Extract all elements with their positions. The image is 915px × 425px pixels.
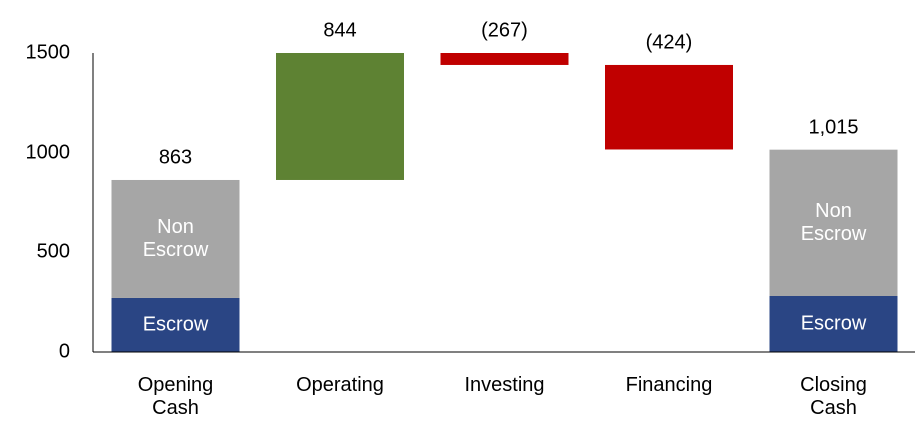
x-tick-label: Investing [464, 374, 545, 396]
bar [605, 64, 733, 150]
y-tick-label: 1500 [25, 41, 71, 64]
bar [276, 53, 404, 180]
segment-label: Escrow [800, 312, 867, 335]
x-tick-label: Opening Cash [137, 374, 214, 419]
x-tick-label: Financing [625, 374, 713, 396]
marks [111, 53, 898, 352]
y-tick-label: 500 [36, 240, 70, 263]
segment-label: Non Escrow [800, 199, 867, 245]
bar-segment [769, 149, 898, 296]
value-label: 863 [158, 146, 193, 169]
bar-segment [111, 297, 240, 352]
value-label: 844 [323, 19, 357, 42]
value-label: (424) [645, 31, 693, 54]
bar-segment [769, 295, 898, 352]
y-tick-label: 0 [58, 340, 70, 363]
bar [440, 53, 569, 65]
segment-label: Non Escrow [142, 215, 209, 261]
value-label: 1,015 [808, 116, 859, 139]
bar-segment [111, 179, 240, 298]
segment-label: Escrow [142, 313, 209, 336]
y-tick-label: 1000 [25, 141, 71, 164]
value-label: (267) [481, 19, 528, 42]
x-tick-label: Closing Cash [800, 374, 867, 419]
x-tick-label: Operating [296, 374, 384, 396]
